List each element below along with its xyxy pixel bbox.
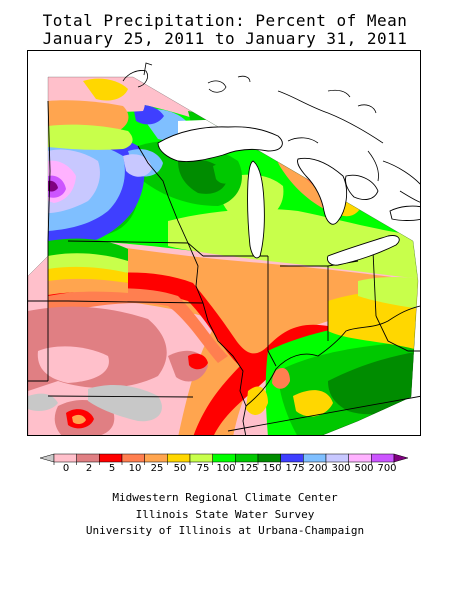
- precipitation-map: [27, 50, 421, 436]
- legend-label-75: 75: [196, 463, 210, 474]
- great-lakes: [157, 126, 420, 266]
- legend-swatch: [257, 453, 281, 463]
- legend-label-10: 10: [128, 463, 142, 474]
- map-date-range: January 25, 2011 to January 31, 2011: [42, 29, 408, 48]
- legend-swatch: [212, 453, 236, 463]
- legend-swatch: [325, 453, 349, 463]
- map-svg: [28, 51, 420, 435]
- legend-label-125: 125: [239, 463, 259, 474]
- map-title: Total Precipitation: Percent of Mean: [42, 11, 408, 30]
- legend-label-300: 300: [331, 463, 351, 474]
- legend-colorbar: [40, 453, 408, 465]
- legend-swatch: [121, 453, 145, 463]
- legend-swatch: [235, 453, 259, 463]
- state-boundaries: [28, 100, 420, 435]
- legend-label-50: 50: [173, 463, 187, 474]
- legend-label-200: 200: [308, 463, 328, 474]
- legend-label-25: 25: [150, 463, 164, 474]
- legend-swatch: [303, 453, 327, 463]
- legend-swatch: [53, 453, 77, 463]
- legend-swatches: [40, 453, 408, 465]
- legend-swatch: [348, 453, 372, 463]
- legend-label-5: 5: [108, 463, 116, 474]
- legend-swatch: [144, 453, 168, 463]
- legend-swatch-arrow-high: [393, 453, 408, 463]
- legend-label-150: 150: [262, 463, 282, 474]
- legend-label-175: 175: [285, 463, 305, 474]
- legend-swatch: [280, 453, 304, 463]
- legend-label-700: 700: [377, 463, 397, 474]
- credit-uiuc: University of Illinois at Urbana-Champai…: [85, 524, 365, 537]
- credit-isws: Illinois State Water Survey: [135, 508, 315, 521]
- legend-swatch: [99, 453, 123, 463]
- legend-swatch-arrow-low: [40, 453, 55, 463]
- credit-mrcc: Midwestern Regional Climate Center: [112, 491, 338, 504]
- legend-swatch: [189, 453, 213, 463]
- legend-label-500: 500: [354, 463, 374, 474]
- legend-label-2: 2: [85, 463, 93, 474]
- legend-label-0: 0: [62, 463, 70, 474]
- legend-label-100: 100: [216, 463, 236, 474]
- northern-coastlines: [122, 62, 420, 203]
- legend-swatch: [76, 453, 100, 463]
- legend-swatch: [167, 453, 191, 463]
- legend-swatch: [371, 453, 395, 463]
